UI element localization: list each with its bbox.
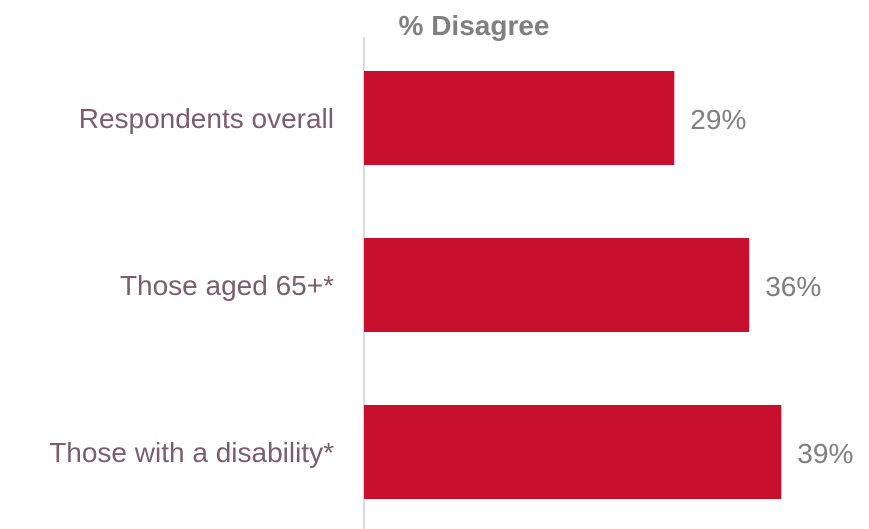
value-label-3: 39% bbox=[797, 438, 853, 469]
category-label-2: Those aged 65+* bbox=[120, 270, 334, 301]
category-label-1: Respondents overall bbox=[79, 103, 334, 134]
value-label-1: 29% bbox=[690, 104, 746, 135]
category-label-3: Those with a disability* bbox=[49, 437, 334, 468]
bar-3 bbox=[364, 405, 782, 499]
bar-1 bbox=[364, 71, 675, 165]
bars-group: Respondents overall 29% Those aged 65+* 36%… bbox=[49, 71, 853, 499]
value-label-2: 36% bbox=[765, 271, 821, 302]
bar-2 bbox=[364, 238, 750, 332]
chart-title: % Disagree bbox=[399, 10, 550, 41]
